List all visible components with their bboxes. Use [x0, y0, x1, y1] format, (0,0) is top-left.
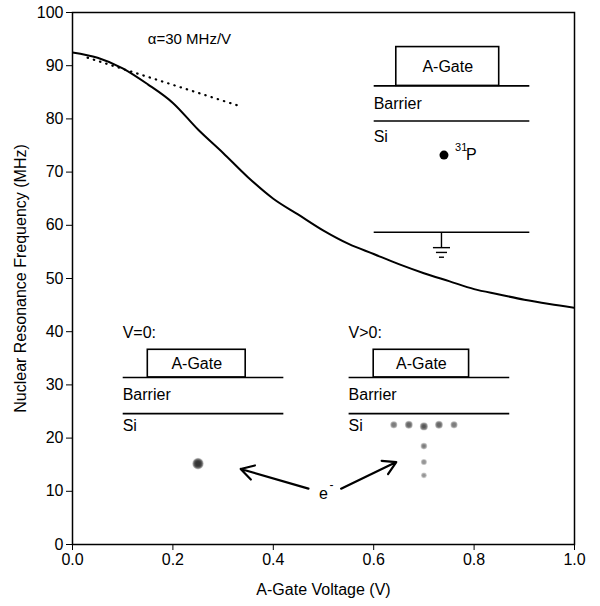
svg-text:90: 90	[46, 57, 64, 74]
svg-text:Barrier: Barrier	[349, 386, 398, 403]
svg-text:0.2: 0.2	[162, 551, 184, 568]
svg-text:Nuclear Resonance Frequency (M: Nuclear Resonance Frequency (MHz)	[12, 144, 29, 413]
svg-text:A-Gate: A-Gate	[422, 58, 473, 75]
svg-text:20: 20	[46, 429, 64, 446]
svg-text:0.4: 0.4	[262, 551, 284, 568]
svg-text:A-Gate: A-Gate	[171, 355, 222, 372]
svg-text:60: 60	[46, 216, 64, 233]
svg-text:P: P	[466, 146, 477, 163]
svg-text:A-Gate Voltage (V): A-Gate Voltage (V)	[256, 581, 390, 598]
svg-text:Barrier: Barrier	[374, 95, 423, 112]
svg-text:α=30 MHz/V: α=30 MHz/V	[148, 30, 231, 47]
svg-text:0.6: 0.6	[363, 551, 385, 568]
svg-text:Si: Si	[349, 417, 363, 434]
svg-text:Si: Si	[374, 128, 388, 145]
svg-text:80: 80	[46, 110, 64, 127]
svg-text:10: 10	[46, 482, 64, 499]
svg-text:0.0: 0.0	[61, 551, 83, 568]
svg-text:A-Gate: A-Gate	[396, 355, 447, 372]
svg-text:0: 0	[54, 535, 64, 553]
svg-text:V=0:: V=0:	[123, 324, 156, 341]
svg-text:50: 50	[46, 270, 64, 287]
svg-text:Barrier: Barrier	[123, 386, 172, 403]
svg-text:100: 100	[37, 4, 64, 21]
svg-text:e: e	[319, 485, 328, 502]
svg-text:Si: Si	[123, 417, 137, 434]
svg-text:0.8: 0.8	[463, 551, 485, 568]
svg-text:V>0:: V>0:	[349, 324, 382, 341]
svg-text:70: 70	[46, 163, 64, 180]
svg-text:31: 31	[455, 141, 468, 154]
svg-text:40: 40	[46, 323, 64, 340]
svg-text:-: -	[330, 478, 334, 492]
svg-text:1.0: 1.0	[563, 551, 585, 568]
svg-text:30: 30	[46, 376, 64, 393]
